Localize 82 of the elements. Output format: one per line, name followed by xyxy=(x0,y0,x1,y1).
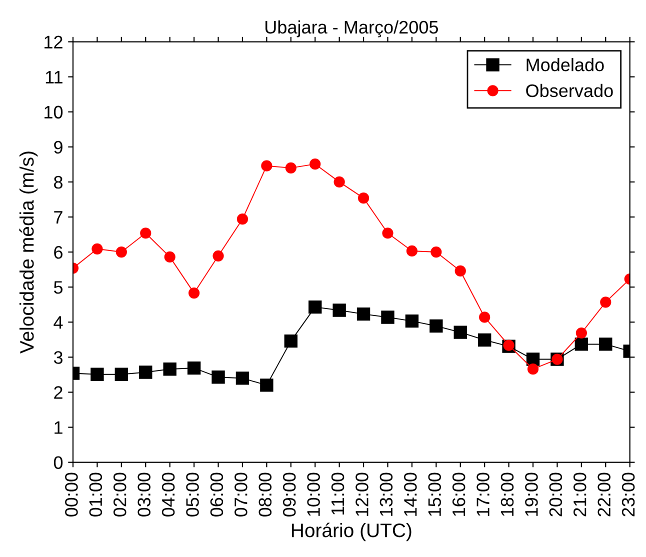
x-tick-label: 01:00 xyxy=(89,472,102,517)
y-tick-label: 2 xyxy=(54,386,62,399)
point xyxy=(114,368,128,381)
point xyxy=(284,334,298,348)
y-tick-label: 11 xyxy=(46,70,62,84)
y-tick-label: 10 xyxy=(44,106,63,119)
point xyxy=(406,245,418,257)
point xyxy=(116,246,127,258)
point xyxy=(454,326,467,339)
x-tick-label: 23:00 xyxy=(622,472,635,516)
x-tick-label: 08:00 xyxy=(258,472,272,517)
point xyxy=(164,251,176,263)
y-tick-label: 6 xyxy=(54,246,62,259)
x-tick-label: 17:00 xyxy=(476,472,490,516)
point xyxy=(188,287,200,299)
x-tick-label: 06:00 xyxy=(210,472,224,517)
chart-title: Ubajara - Março/2005 xyxy=(266,20,438,38)
point xyxy=(430,319,443,333)
point xyxy=(261,160,272,172)
legend-label: Observado xyxy=(526,84,613,98)
point xyxy=(332,304,346,317)
y-tick-label: 9 xyxy=(54,140,62,154)
x-tick-label: 02:00 xyxy=(113,472,126,517)
x-tick-label: 22:00 xyxy=(598,472,610,516)
point xyxy=(212,250,224,262)
x-tick-label: 13:00 xyxy=(380,472,393,516)
y-tick-label: 5 xyxy=(54,281,63,294)
y-tick-label: 0 xyxy=(54,456,63,470)
point xyxy=(139,366,152,379)
x-tick-label: 11:00 xyxy=(331,472,344,514)
point xyxy=(308,300,322,314)
point xyxy=(285,162,296,174)
y-tick-label: 3 xyxy=(54,351,62,364)
point xyxy=(599,338,612,351)
x-tick-label: 07:00 xyxy=(234,472,248,517)
point xyxy=(358,192,370,204)
point xyxy=(310,158,321,170)
point xyxy=(479,312,490,323)
point xyxy=(381,310,394,324)
point xyxy=(478,333,492,347)
point xyxy=(382,228,394,239)
point xyxy=(236,214,248,225)
x-tick-label: 15:00 xyxy=(428,472,442,516)
x-axis-title: Horário (UTC) xyxy=(292,522,412,542)
point xyxy=(92,243,103,254)
point xyxy=(212,370,225,384)
y-tick-label: 7 xyxy=(54,211,62,224)
x-tick-label: 21:00 xyxy=(573,472,586,516)
x-tick-label: 09:00 xyxy=(282,472,296,517)
x-tick-label: 03:00 xyxy=(138,472,150,517)
y-tick-label: 4 xyxy=(54,316,63,329)
y-tick-label: 8 xyxy=(54,176,62,189)
x-tick-label: 18:00 xyxy=(500,472,514,516)
y-tick-label: 12 xyxy=(44,36,62,48)
x-tick-label: 20:00 xyxy=(549,472,562,516)
point xyxy=(334,176,345,188)
point xyxy=(405,314,419,328)
point xyxy=(90,368,104,381)
point xyxy=(430,246,442,258)
x-tick-label: 19:00 xyxy=(525,472,538,516)
point xyxy=(600,296,612,308)
x-tick-label: 04:00 xyxy=(162,472,175,517)
point xyxy=(187,361,201,375)
point xyxy=(527,364,539,375)
x-tick-label: 12:00 xyxy=(356,472,368,516)
legend-label: Modelado xyxy=(526,58,604,72)
point xyxy=(526,352,540,366)
y-tick-label: 1 xyxy=(54,421,62,434)
point xyxy=(574,338,588,351)
point xyxy=(576,327,587,339)
point xyxy=(454,265,466,277)
point xyxy=(236,372,250,385)
x-tick-label: 10:00 xyxy=(307,472,320,516)
point xyxy=(163,362,176,376)
x-tick-label: 16:00 xyxy=(452,472,466,516)
point xyxy=(356,307,370,321)
x-tick-label: 05:00 xyxy=(186,472,199,517)
point xyxy=(260,378,274,392)
x-tick-label: 00:00 xyxy=(65,472,78,517)
point xyxy=(140,228,152,239)
y-axis-title: Velocidade média (m/s) xyxy=(19,152,38,354)
x-tick-label: 14:00 xyxy=(404,472,417,516)
